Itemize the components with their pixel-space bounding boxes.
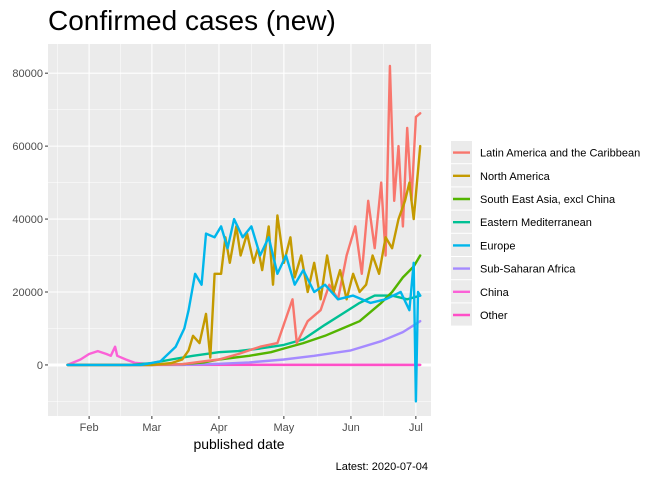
caption: Latest: 2020-07-04 <box>336 461 428 473</box>
legend-label: China <box>480 287 510 299</box>
x-tick-label: Feb <box>80 422 99 434</box>
legend-label: Eastern Mediterranean <box>480 217 592 229</box>
x-tick-label: Mar <box>142 422 161 434</box>
legend-label: South East Asia, excl China <box>480 194 616 206</box>
y-tick-label: 20000 <box>12 287 43 299</box>
series-line-4 <box>66 217 422 403</box>
series-line-3 <box>66 294 422 367</box>
series-line-5 <box>66 320 422 367</box>
y-tick-label: 0 <box>37 360 43 372</box>
x-tick-label: Jul <box>409 422 423 434</box>
series-lines <box>66 64 422 403</box>
y-tick-label: 40000 <box>12 214 43 226</box>
x-axis: Feb Mar Apr May Jun Jul <box>80 416 423 434</box>
series-line-1 <box>66 144 422 367</box>
y-tick-label: 80000 <box>12 68 43 80</box>
x-tick-label: Apr <box>210 422 227 434</box>
legend-label: Europe <box>480 240 515 252</box>
legend-label: Sub-Saharan Africa <box>480 264 576 276</box>
x-tick-label: May <box>273 422 294 434</box>
legend-label: Other <box>480 310 508 322</box>
legend: Latin America and the Caribbean North Ame… <box>447 140 672 328</box>
legend-label: Latin America and the Caribbean <box>480 148 640 160</box>
series-line-0 <box>66 64 422 367</box>
y-tick-label: 60000 <box>12 141 43 153</box>
x-tick-label: Jun <box>342 422 360 434</box>
legend-label: North America <box>480 171 551 183</box>
x-axis-title: published date <box>193 436 284 452</box>
legend-background <box>447 140 672 328</box>
chart-title: Confirmed cases (new) <box>48 5 336 36</box>
y-axis: 0 20000 40000 60000 80000 <box>12 68 48 372</box>
